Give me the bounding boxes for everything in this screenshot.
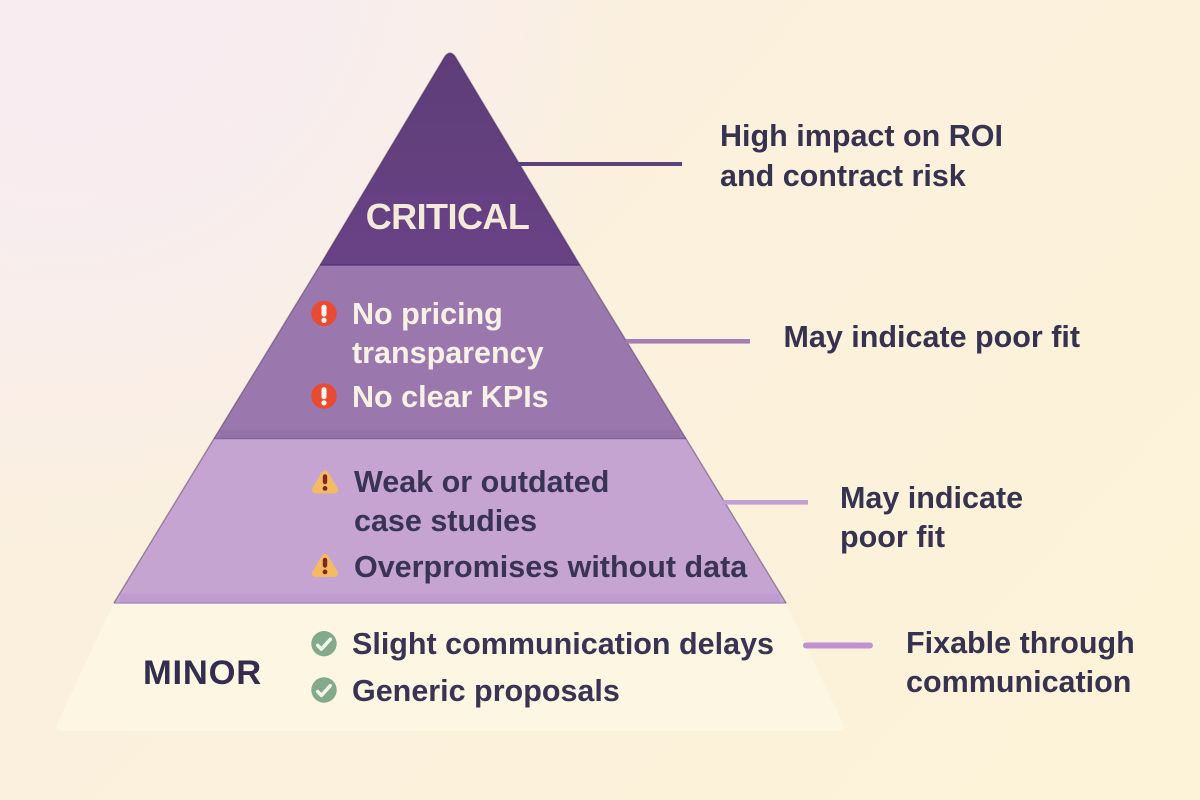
svg-text:High impact on ROI: High impact on ROI [720, 119, 1003, 153]
svg-text:Weak or outdated: Weak or outdated [354, 465, 609, 499]
svg-text:communication: communication [906, 665, 1131, 699]
svg-text:May indicate poor fit: May indicate poor fit [784, 320, 1081, 354]
svg-text:No clear KPIs: No clear KPIs [352, 380, 549, 414]
svg-text:CRITICAL: CRITICAL [366, 196, 530, 237]
svg-text:No pricing: No pricing [352, 297, 503, 331]
svg-text:Generic proposals: Generic proposals [352, 674, 620, 708]
svg-text:Fixable through: Fixable through [906, 626, 1135, 660]
svg-text:poor fit: poor fit [840, 520, 945, 554]
svg-text:transparency: transparency [352, 336, 544, 370]
svg-text:Slight communication delays: Slight communication delays [352, 627, 774, 661]
svg-text:and contract risk: and contract risk [720, 159, 966, 193]
svg-text:May indicate: May indicate [840, 481, 1023, 515]
svg-text:MINOR: MINOR [143, 654, 262, 692]
svg-text:Overpromises without data: Overpromises without data [354, 550, 748, 584]
svg-text:case studies: case studies [354, 504, 537, 538]
